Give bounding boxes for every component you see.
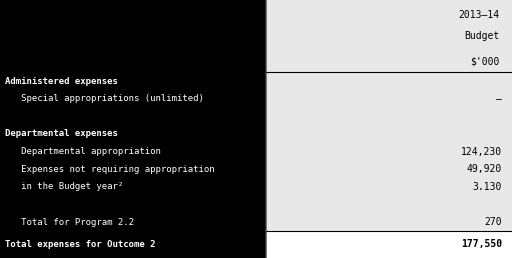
Text: –: –: [496, 94, 502, 104]
Text: 3.130: 3.130: [473, 182, 502, 192]
Text: Total expenses for Outcome 2: Total expenses for Outcome 2: [5, 240, 156, 249]
Text: Expenses not requiring appropriation: Expenses not requiring appropriation: [5, 165, 215, 174]
Bar: [0, 0, 266, 258]
Bar: [266, 231, 512, 258]
Text: $'000: $'000: [471, 57, 500, 67]
Text: in the Budget year²: in the Budget year²: [5, 182, 123, 191]
Bar: [266, 0, 512, 231]
Text: 2013–14: 2013–14: [459, 10, 500, 20]
Text: 177,550: 177,550: [461, 239, 502, 249]
Text: Departmental appropriation: Departmental appropriation: [5, 147, 161, 156]
Text: 49,920: 49,920: [466, 164, 502, 174]
Text: Administered expenses: Administered expenses: [5, 77, 118, 86]
Text: 270: 270: [484, 217, 502, 227]
Text: Departmental expenses: Departmental expenses: [5, 130, 118, 139]
Text: Special appropriations (unlimited): Special appropriations (unlimited): [5, 94, 204, 103]
Text: 124,230: 124,230: [461, 147, 502, 157]
Text: Total for Program 2.2: Total for Program 2.2: [5, 217, 134, 227]
Text: Budget: Budget: [464, 31, 500, 41]
